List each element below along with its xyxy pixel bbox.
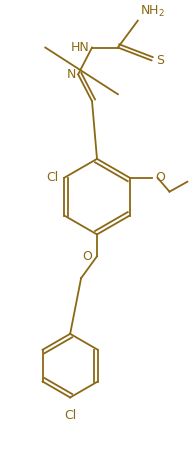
- Text: Cl: Cl: [64, 409, 76, 422]
- Text: S: S: [156, 54, 164, 67]
- Text: HN: HN: [70, 41, 89, 54]
- Text: NH$_2$: NH$_2$: [140, 4, 165, 19]
- Text: O: O: [82, 250, 92, 263]
- Text: O: O: [156, 171, 165, 184]
- Text: Cl: Cl: [46, 171, 58, 184]
- Text: N: N: [67, 68, 76, 81]
